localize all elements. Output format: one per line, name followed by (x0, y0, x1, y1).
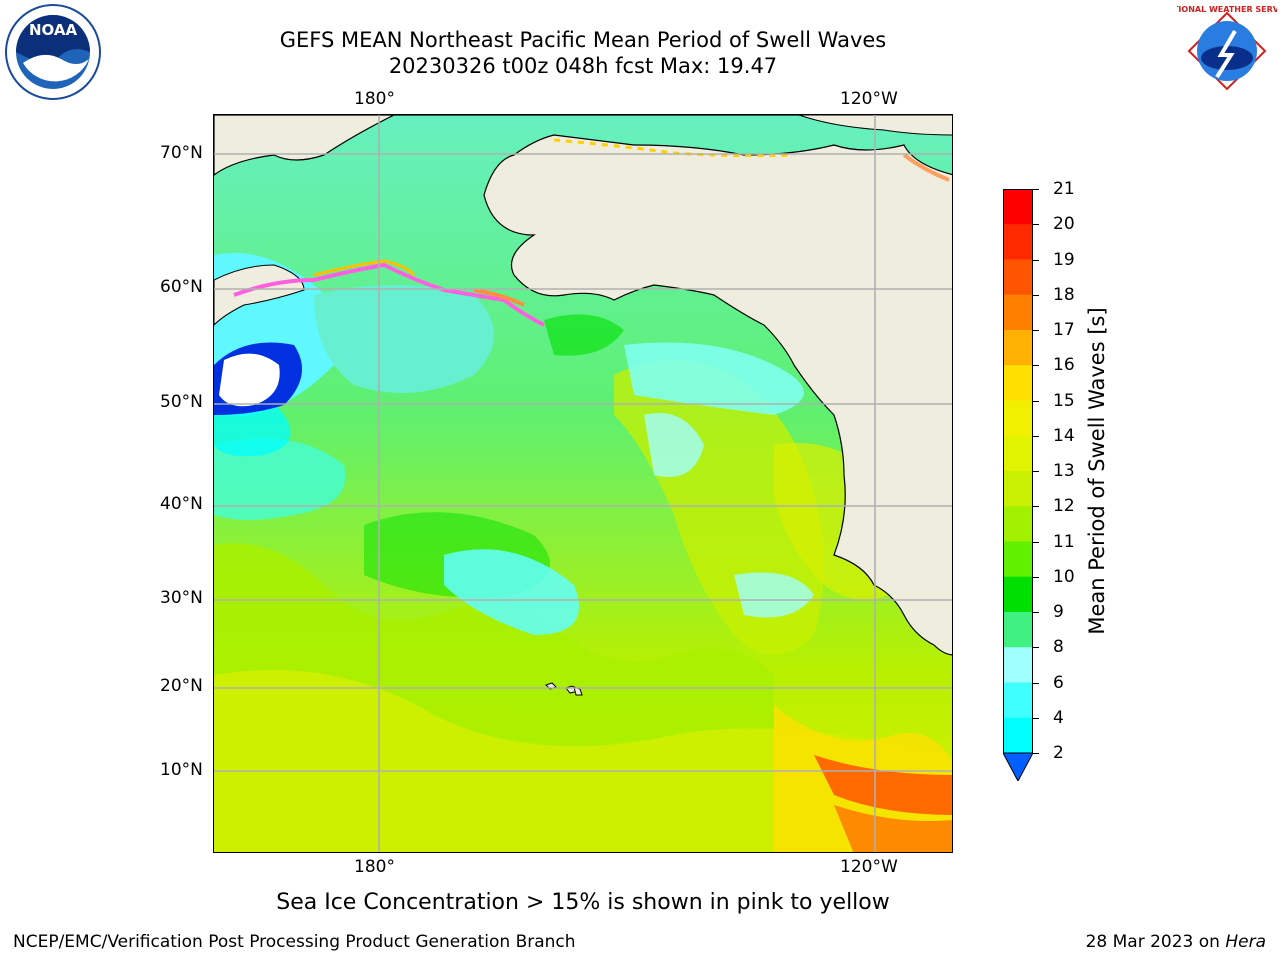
colorbar-tick (1033, 224, 1039, 226)
colorbar-segment (1003, 294, 1033, 331)
colorbar-tick (1033, 400, 1039, 402)
colorbar-tick (1033, 541, 1039, 543)
colorbar-segment (1003, 259, 1033, 296)
colorbar-tick-label: 15 (1053, 390, 1075, 411)
colorbar-tick (1033, 471, 1039, 472)
lat-label-60n: 60°N (160, 277, 203, 297)
credit-branch: NCEP/EMC/Verification Post Processing Pr… (13, 932, 576, 952)
map-title-line1: GEFS MEAN Northeast Pacific Mean Period … (279, 28, 887, 52)
lat-label-40n: 40°N (160, 494, 203, 514)
noaa-logo: NOAA (3, 3, 103, 101)
colorbar-tick-label: 12 (1053, 496, 1075, 517)
colorbar-segment (1003, 330, 1033, 366)
bottom-lon-label-180: 180° (354, 857, 395, 877)
colorbar-tick (1033, 294, 1039, 296)
colorbar-segment (1003, 224, 1033, 260)
colorbar-tick-label: 8 (1053, 637, 1064, 658)
colorbar-tick (1033, 753, 1039, 754)
nws-logo-text: NATIONAL WEATHER SERVICE (1177, 5, 1277, 14)
colorbar-tick (1033, 365, 1039, 367)
colorbar (1002, 189, 1034, 783)
colorbar-segment (1003, 541, 1033, 578)
top-lon-label-120w: 120°W (840, 89, 898, 109)
colorbar-extend-triangle (1002, 752, 1034, 783)
colorbar-segment (1003, 189, 1033, 225)
map-canvas (214, 115, 952, 852)
colorbar-tick (1033, 435, 1039, 437)
lat-label-20n: 20°N (160, 676, 203, 696)
lat-label-70n: 70°N (160, 143, 203, 163)
colorbar-segment (1003, 717, 1033, 754)
credit-date-text: 28 Mar 2023 on (1085, 932, 1226, 952)
colorbar-tick (1033, 682, 1039, 684)
colorbar-tick-label: 18 (1053, 284, 1075, 305)
graticule (214, 115, 952, 852)
colorbar-tick-label: 10 (1053, 566, 1075, 587)
swell-period-map (213, 114, 953, 853)
colorbar-tick-label: 20 (1053, 214, 1075, 235)
colorbar-tick (1033, 189, 1039, 190)
colorbar-tick-label: 4 (1053, 707, 1064, 728)
colorbar-tick (1033, 506, 1039, 508)
colorbar-tick-label: 16 (1053, 355, 1075, 376)
lat-label-30n: 30°N (160, 588, 203, 608)
colorbar-tick (1033, 330, 1039, 331)
colorbar-bar (1002, 189, 1034, 783)
credit-date: 28 Mar 2023 on Hera (1086, 932, 1266, 952)
bottom-lon-label-120w: 120°W (840, 857, 898, 877)
colorbar-segment (1003, 506, 1033, 542)
colorbar-tick-label: 2 (1053, 743, 1064, 763)
top-lon-label-180: 180° (354, 89, 395, 109)
nws-logo: NATIONAL WEATHER SERVICE (1161, 3, 1280, 99)
colorbar-outline (1003, 189, 1033, 754)
colorbar-tick (1033, 717, 1039, 719)
colorbar-segment (1003, 612, 1033, 648)
colorbar-segment (1003, 365, 1033, 401)
colorbar-tick-label: 11 (1053, 531, 1075, 552)
colorbar-tick-label: 21 (1053, 179, 1075, 199)
colorbar-segment (1003, 400, 1033, 437)
lat-label-10n: 10°N (160, 760, 203, 780)
colorbar-title: Mean Period of Swell Waves [s] (1085, 307, 1109, 635)
colorbar-tick-label: 19 (1053, 249, 1075, 270)
colorbar-tick (1033, 259, 1039, 261)
colorbar-tick-label: 13 (1053, 461, 1075, 481)
map-title-line2: 20230326 t00z 048h fcst Max: 19.47 (388, 54, 778, 78)
colorbar-tick-label: 9 (1053, 602, 1064, 622)
colorbar-segment (1003, 576, 1033, 613)
colorbar-tick (1033, 612, 1039, 613)
colorbar-tick (1033, 647, 1039, 649)
lat-label-50n: 50°N (160, 392, 203, 412)
sea-ice (233, 138, 950, 327)
colorbar-segment (1003, 435, 1033, 472)
sea-ice-note: Sea Ice Concentration > 15% is shown in … (276, 890, 890, 915)
colorbar-tick-label: 6 (1053, 672, 1064, 693)
credit-host: Hera (1225, 932, 1266, 952)
colorbar-segment (1003, 682, 1033, 719)
colorbar-segment (1003, 471, 1033, 507)
colorbar-tick (1033, 576, 1039, 578)
colorbar-segment (1003, 647, 1033, 683)
noaa-logo-text: NOAA (29, 21, 78, 39)
colorbar-tick-label: 14 (1053, 425, 1075, 446)
colorbar-tick-label: 17 (1053, 320, 1075, 340)
